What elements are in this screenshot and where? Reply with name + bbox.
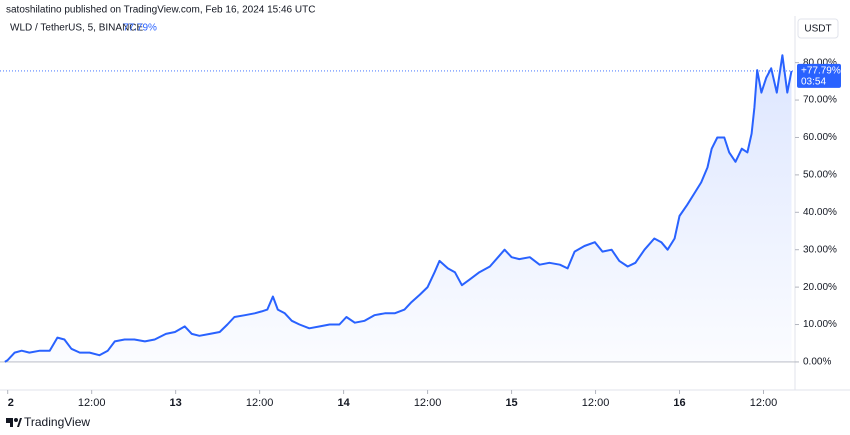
logo	[6, 418, 22, 427]
x-tick-label: 12:00	[78, 397, 106, 409]
countdown: 03:54	[801, 77, 826, 88]
footer: TradingView	[24, 415, 90, 429]
currency-box	[797, 18, 839, 39]
y-tick-label: 50.00%	[803, 170, 837, 181]
x-tick-label: 12:00	[246, 397, 274, 409]
y-tick-label: 80.00%	[803, 57, 837, 68]
y-tick-label: 60.00%	[803, 132, 837, 143]
x-tick-label: 15	[505, 397, 517, 409]
symbol: WLD / TetherUS, 5, BINANCE	[10, 23, 144, 34]
y-tick-label: 40.00%	[803, 207, 837, 218]
x-tick-label: 16	[673, 397, 685, 409]
x-tick-label: 13	[170, 397, 182, 409]
x-tick-label: 12:00	[414, 397, 442, 409]
last-price-label: +77.79%	[801, 66, 841, 77]
y-tick-label: 20.00%	[803, 282, 837, 293]
last-price-box	[797, 63, 841, 88]
x-tick-label: 14	[337, 397, 350, 409]
y-tick-label: 10.00%	[803, 319, 837, 330]
x-tick-label: 2	[8, 397, 14, 409]
area	[4, 55, 792, 362]
y-tick-label: 70.00%	[803, 95, 837, 106]
y-tick-label: 30.00%	[803, 244, 837, 255]
x-tick-label: 12:00	[750, 397, 778, 409]
y-tick-label: 0.00%	[803, 357, 831, 368]
x-tick-label: 12:00	[582, 397, 610, 409]
price-line	[4, 54, 793, 363]
publisher-line: satoshilatino published on TradingView.c…	[6, 5, 315, 16]
currency: USDT	[804, 24, 831, 35]
change: 77.79%	[123, 23, 157, 34]
